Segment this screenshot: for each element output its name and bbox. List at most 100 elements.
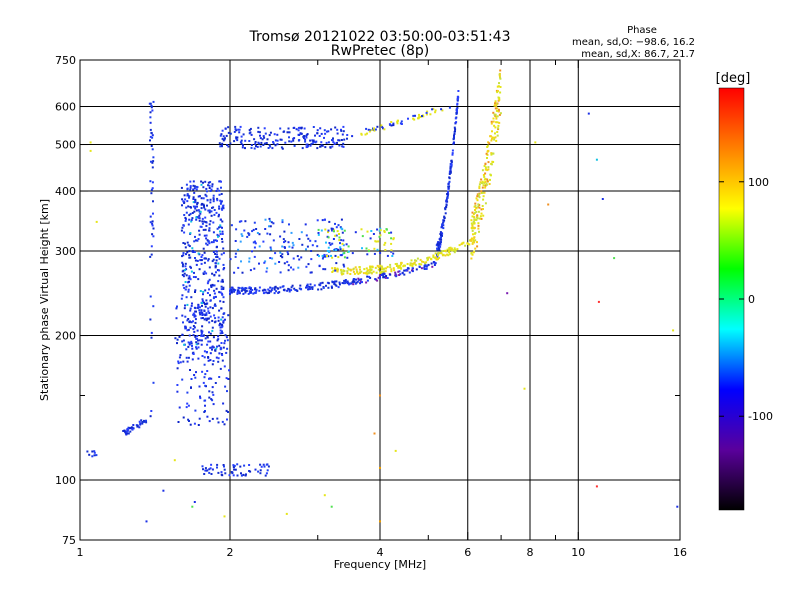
data-point [429, 113, 432, 116]
data-point [332, 269, 335, 272]
data-point [219, 348, 222, 351]
data-point [225, 336, 228, 339]
data-point [176, 384, 179, 386]
data-point [189, 278, 192, 281]
data-point [449, 169, 452, 172]
data-point [330, 128, 333, 131]
data-point [449, 171, 452, 174]
data-point [324, 218, 326, 221]
data-point [334, 283, 337, 286]
data-point [263, 142, 266, 145]
data-point [386, 277, 389, 279]
data-point [198, 309, 201, 312]
data-point [218, 309, 221, 312]
data-point [189, 326, 192, 329]
data-point [281, 245, 284, 248]
data-point [455, 107, 458, 110]
data-point [195, 239, 197, 242]
data-point [181, 294, 184, 297]
data-point [455, 112, 458, 114]
data-point [341, 242, 344, 245]
data-point [398, 264, 401, 267]
data-point [199, 313, 202, 316]
data-point [383, 276, 386, 279]
data-point [244, 289, 246, 292]
data-point [361, 247, 363, 250]
data-point [209, 198, 212, 201]
data-point [316, 219, 319, 222]
data-point [477, 193, 480, 196]
data-point [181, 274, 184, 276]
data-point [203, 399, 206, 402]
data-point [381, 125, 384, 128]
data-point [188, 334, 191, 337]
data-point [392, 122, 395, 125]
data-point [331, 145, 334, 148]
data-point [262, 463, 265, 466]
data-point [327, 286, 330, 289]
data-point [204, 404, 206, 407]
data-point [392, 267, 395, 270]
data-point [340, 128, 342, 131]
data-point [223, 468, 226, 471]
data-point [269, 290, 272, 293]
data-point [211, 468, 214, 471]
data-point [198, 214, 201, 217]
data-point [192, 334, 195, 337]
data-point [480, 212, 483, 215]
data-point [192, 313, 195, 316]
data-point [220, 144, 223, 147]
data-point [221, 332, 224, 334]
data-point [415, 259, 418, 262]
data-point [341, 282, 344, 284]
data-point [436, 255, 439, 258]
data-point [473, 226, 476, 229]
data-point [341, 133, 344, 136]
data-point [269, 225, 272, 228]
data-point [490, 122, 493, 125]
data-point [331, 242, 334, 245]
data-point [204, 305, 207, 308]
data-point [364, 133, 367, 136]
data-point [436, 243, 439, 246]
data-point [491, 137, 493, 140]
data-point [276, 139, 279, 142]
data-point [181, 378, 184, 381]
data-point [182, 252, 185, 255]
data-point [321, 281, 324, 284]
data-point [222, 280, 224, 283]
data-point [254, 287, 257, 290]
data-point [306, 283, 309, 286]
data-point [151, 148, 154, 151]
data-point [398, 270, 401, 273]
data-point [287, 253, 290, 256]
data-point [430, 258, 433, 261]
data-point [371, 265, 374, 268]
data-point [240, 474, 243, 477]
data-point [454, 128, 457, 131]
data-point [456, 98, 459, 100]
data-point [292, 244, 295, 247]
data-point [447, 191, 449, 194]
data-point [206, 239, 209, 242]
data-point [376, 125, 379, 128]
data-point [184, 269, 186, 272]
data-point [483, 175, 486, 178]
data-point [211, 272, 214, 275]
data-point [351, 281, 354, 284]
data-point [368, 130, 371, 133]
data-point [220, 193, 223, 195]
data-point [490, 120, 493, 123]
data-point [191, 302, 193, 305]
data-point [192, 351, 195, 354]
data-point [201, 304, 203, 307]
data-point [151, 233, 154, 236]
data-point [222, 263, 225, 266]
data-point [365, 247, 368, 250]
data-point [268, 291, 271, 294]
data-point [185, 268, 188, 271]
data-point [267, 147, 270, 149]
data-point [455, 109, 458, 111]
data-point [184, 219, 187, 222]
data-point [187, 404, 190, 407]
